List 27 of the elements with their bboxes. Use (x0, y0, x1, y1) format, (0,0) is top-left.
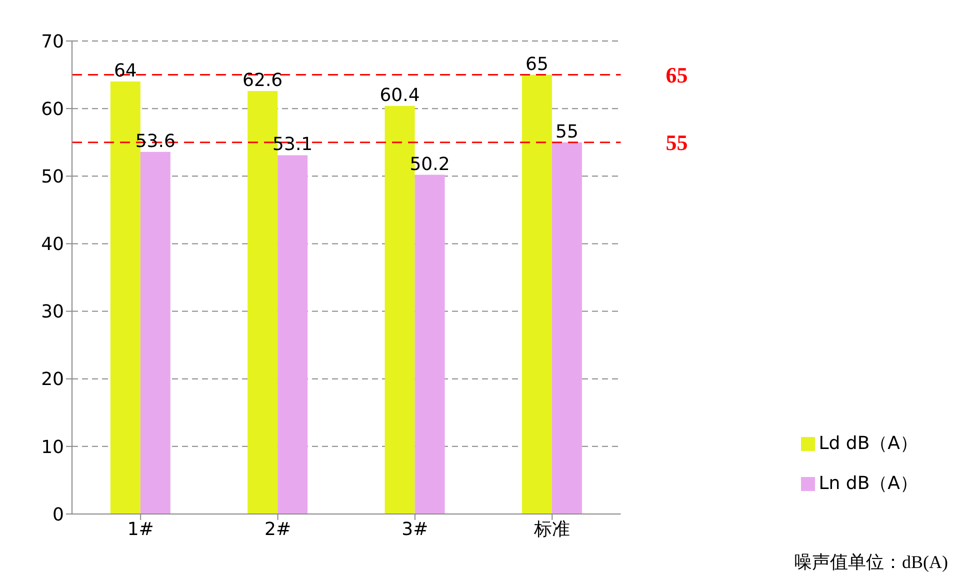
data-label: 62.6 (242, 70, 283, 92)
y-tick-label: 40 (41, 234, 64, 256)
x-tick-label: 3# (402, 518, 428, 540)
ref-line-label: 65 (666, 62, 688, 88)
y-tick-label: 70 (41, 31, 64, 52)
data-label: 60.4 (380, 84, 420, 106)
y-tick-label: 30 (41, 302, 64, 323)
bar (552, 142, 582, 514)
x-tick-label: 2# (264, 518, 292, 540)
bar (522, 74, 552, 514)
data-label: 64 (114, 60, 137, 82)
y-tick-label: 20 (41, 369, 64, 390)
legend-label: Ld dB（A） (818, 433, 918, 454)
y-tick-label: 60 (41, 98, 64, 120)
text: 噪声值单位：dB(A) (794, 551, 948, 574)
legend-label: Ln dB（A） (818, 473, 918, 494)
y-tick-label: 0 (52, 504, 64, 526)
x-tick-label: 1# (127, 518, 154, 540)
data-label: 65 (526, 54, 548, 75)
y-tick-label: 50 (41, 166, 64, 188)
data-label: 55 (556, 121, 578, 142)
ref-line-label: 55 (666, 130, 688, 156)
x-tick-label: 标准 (533, 518, 570, 540)
bar (414, 174, 445, 514)
bar (140, 152, 170, 514)
bar (278, 155, 308, 514)
y-tick-label: 10 (41, 436, 64, 458)
